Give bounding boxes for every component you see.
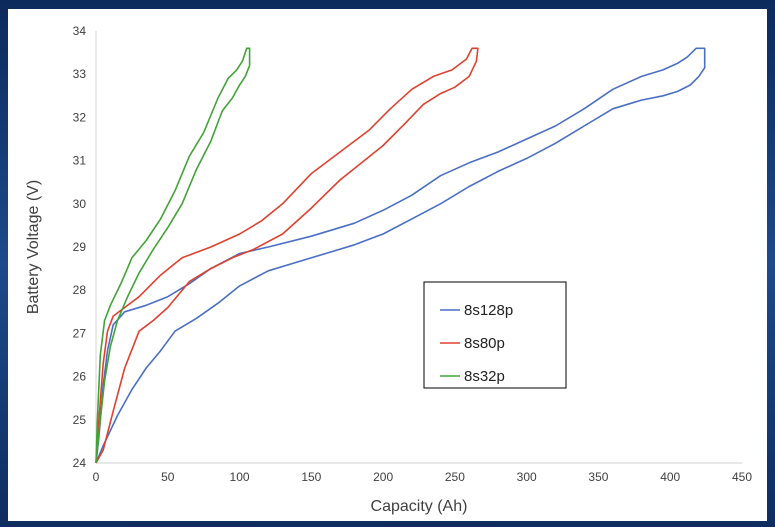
y-axis-title: Battery Voltage (V) [25, 180, 42, 314]
legend-label: 8s32p [464, 368, 505, 385]
x-axis-title: Capacity (Ah) [371, 498, 468, 515]
y-tick-label: 25 [73, 413, 87, 427]
y-tick-label: 33 [73, 67, 87, 81]
y-tick-label: 32 [73, 110, 87, 124]
x-tick-label: 300 [517, 470, 537, 484]
legend-label: 8s128p [464, 302, 513, 319]
y-tick-label: 30 [73, 197, 87, 211]
x-tick-labels: 0 50 100 150 200 250 300 350 400 450 [93, 470, 753, 484]
legend-box [423, 281, 567, 389]
x-tick-label: 50 [161, 470, 175, 484]
series-line-8s32p [95, 47, 251, 464]
legend-label: 8s80p [464, 335, 505, 352]
chart-panel: 0 50 100 150 200 250 300 350 400 450 24 25 26 27 28 29… [8, 9, 767, 521]
x-tick-label: 400 [660, 470, 680, 484]
chart: 0 50 100 150 200 250 300 350 400 450 24 25 26 27 28 29… [25, 24, 753, 515]
x-tick-label: 200 [373, 470, 393, 484]
y-tick-label: 28 [73, 283, 87, 297]
y-tick-label: 26 [73, 370, 87, 384]
x-tick-label: 150 [301, 470, 321, 484]
x-tick-label: 350 [588, 470, 608, 484]
x-tick-label: 0 [93, 470, 100, 484]
legend: 8s128p 8s80p 8s32p [423, 281, 567, 389]
y-tick-label: 34 [73, 24, 87, 38]
x-tick-label: 450 [732, 470, 752, 484]
y-tick-label: 31 [73, 154, 87, 168]
x-tick-label: 250 [445, 470, 465, 484]
y-tick-label: 27 [73, 326, 87, 340]
y-tick-labels: 24 25 26 27 28 29 30 31 32 33 34 [73, 24, 87, 470]
x-tick-label: 100 [230, 470, 250, 484]
y-tick-label: 24 [73, 456, 87, 470]
series-line-8s80p [95, 47, 479, 464]
plot-area [96, 31, 742, 463]
series-layer [95, 47, 706, 464]
y-tick-label: 29 [73, 240, 87, 254]
